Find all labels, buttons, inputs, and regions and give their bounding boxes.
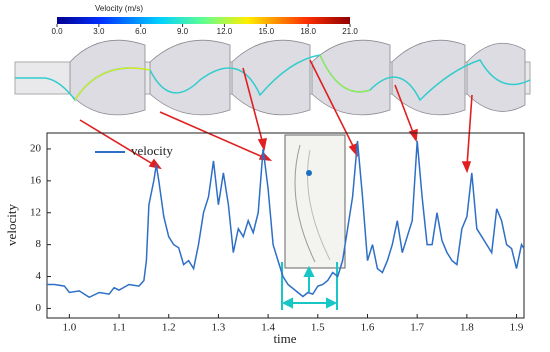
colorbar-tick-label: 6.0 bbox=[135, 27, 147, 36]
x-tick-label: 1.7 bbox=[410, 322, 424, 334]
y-tick-label: 4 bbox=[36, 270, 42, 282]
x-tick-label: 1.3 bbox=[212, 322, 226, 334]
data-line bbox=[47, 140, 525, 299]
pipe-render bbox=[14, 39, 531, 116]
x-tick-label: 1.1 bbox=[112, 322, 126, 334]
colorbar-tick-label: 12.0 bbox=[217, 27, 233, 36]
colorbar-tick-label: 15.0 bbox=[258, 27, 274, 36]
x-tick-label: 1.4 bbox=[261, 322, 275, 334]
colorbar-tick-label: 3.0 bbox=[93, 27, 105, 36]
x-tick-label: 1.9 bbox=[510, 322, 524, 334]
x-tick-label: 1.6 bbox=[361, 322, 375, 334]
x-tick-label: 1.8 bbox=[460, 322, 474, 334]
y-tick-label: 20 bbox=[30, 142, 42, 154]
x-tick-label: 1.0 bbox=[62, 322, 76, 334]
colorbar-tick-label: 0.0 bbox=[51, 27, 63, 36]
colorbar-tick-label: 9.0 bbox=[177, 27, 189, 36]
y-axis-label: velocity bbox=[4, 204, 19, 246]
x-tick-label: 1.2 bbox=[162, 322, 176, 334]
x-tick-label: 1.5 bbox=[311, 322, 325, 334]
plot-frame bbox=[46, 132, 525, 319]
y-tick-label: 16 bbox=[30, 174, 42, 186]
colorbar-title: Velocity (m/s) bbox=[95, 4, 143, 13]
x-axis-label: time bbox=[273, 331, 296, 346]
colorbar-tick-label: 21.0 bbox=[342, 27, 358, 36]
colorbar-tick-label: 18.0 bbox=[300, 27, 316, 36]
colorbar bbox=[57, 17, 350, 24]
y-tick-label: 8 bbox=[36, 238, 42, 250]
y-tick-label: 0 bbox=[36, 302, 42, 314]
span-annotation bbox=[281, 262, 338, 310]
y-tick-label: 12 bbox=[30, 206, 41, 218]
inset-image bbox=[284, 134, 346, 269]
legend-label: velocity bbox=[131, 143, 173, 158]
